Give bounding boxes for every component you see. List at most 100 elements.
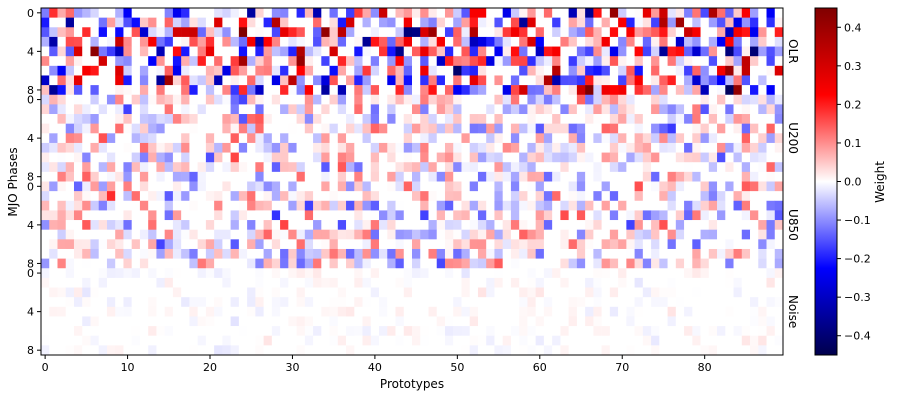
heatmap-cell [379,181,388,192]
heatmap-cell [156,326,165,337]
heatmap-cell [535,65,545,76]
heatmap-cell [123,181,132,192]
heatmap-cell [370,75,380,86]
heatmap-cell [115,316,124,327]
heatmap-cell [395,142,405,153]
heatmap-cell [552,229,561,240]
heatmap-cell [247,306,256,317]
heatmap-cell [750,162,759,173]
heatmap-cell [626,239,635,250]
heatmap-cell [139,306,149,317]
heatmap-cell [255,75,264,86]
heatmap-cell [321,268,330,279]
heatmap-cell [444,56,454,67]
heatmap-cell [700,114,710,124]
heatmap-cell [733,248,743,259]
heatmap-cell [552,152,561,163]
heatmap-cell [172,152,182,163]
heatmap-cell [741,65,751,76]
heatmap-cell [733,46,743,57]
heatmap-cell [82,46,91,57]
heatmap-cell [123,46,132,57]
heatmap-cell [626,104,635,115]
heatmap-cell [181,200,190,211]
heatmap-cell [115,85,124,96]
heatmap-cell [436,152,446,163]
heatmap-cell [725,17,734,28]
heatmap-cell [403,210,413,221]
heatmap-cell [593,36,602,47]
heatmap-cell [618,306,627,317]
heatmap-cell [115,345,124,356]
heatmap-cell [626,297,635,308]
heatmap-cell [370,27,380,38]
heatmap-cell [329,162,339,173]
heatmap-cell [214,248,223,259]
heatmap-cell [329,133,339,144]
heatmap-cell [255,248,264,259]
heatmap-cell [65,258,75,269]
heatmap-cell [667,248,677,259]
heatmap-cell [560,114,569,124]
heatmap-cell [428,316,438,327]
heatmap-cell [675,123,685,134]
heatmap-cell [527,200,536,211]
heatmap-cell [82,36,91,47]
heatmap-cell [510,65,520,76]
heatmap-cell [700,56,710,67]
heatmap-cell [172,229,182,240]
heatmap-cell [420,142,429,153]
heatmap-cell [453,133,462,144]
heatmap-cell [527,94,536,105]
heatmap-cell [288,248,297,259]
heatmap-cell [346,326,355,337]
heatmap-cell [700,191,710,202]
heatmap-cell [296,326,306,337]
y-tick-label: 0 [27,7,34,20]
heatmap-cell [247,210,256,221]
heatmap-cell [420,104,429,115]
heatmap-cell [197,142,207,153]
heatmap-cell [502,142,512,153]
heatmap-cell [288,8,297,18]
heatmap-cell [667,36,677,47]
heatmap-cell [370,162,380,173]
heatmap-cell [750,229,759,240]
heatmap-cell [354,85,363,96]
heatmap-cell [601,162,611,173]
heatmap-cell [238,277,248,288]
heatmap-cell [543,8,553,18]
heatmap-cell [57,27,67,38]
heatmap-cell [205,306,215,317]
heatmap-cell [205,104,215,115]
heatmap-cell [189,229,198,240]
heatmap-cell [626,75,635,86]
heatmap-cell [181,142,190,153]
heatmap-cell [57,152,67,163]
heatmap-cell [774,287,784,298]
heatmap-cell [238,229,248,240]
heatmap-cell [271,335,281,346]
heatmap-cell [774,335,784,346]
heatmap-cell [510,191,520,202]
heatmap-cell [222,162,231,173]
heatmap-cell [337,345,347,356]
heatmap-cell [321,104,330,115]
heatmap-cell [510,114,520,124]
heatmap-cell [98,345,108,356]
heatmap-cell [585,142,594,153]
heatmap-cell [543,326,553,337]
heatmap-cell [189,142,198,153]
heatmap-cell [568,56,578,67]
heatmap-cell [288,210,297,221]
heatmap-cell [412,114,421,124]
colorbar [814,7,838,356]
heatmap-cell [486,335,495,346]
heatmap-cell [115,277,124,288]
heatmap-cell [387,85,396,96]
heatmap-cell [444,152,454,163]
heatmap-cell [626,287,635,298]
heatmap-cell [263,326,273,337]
heatmap-cell [733,239,743,250]
plot-area [41,8,784,356]
